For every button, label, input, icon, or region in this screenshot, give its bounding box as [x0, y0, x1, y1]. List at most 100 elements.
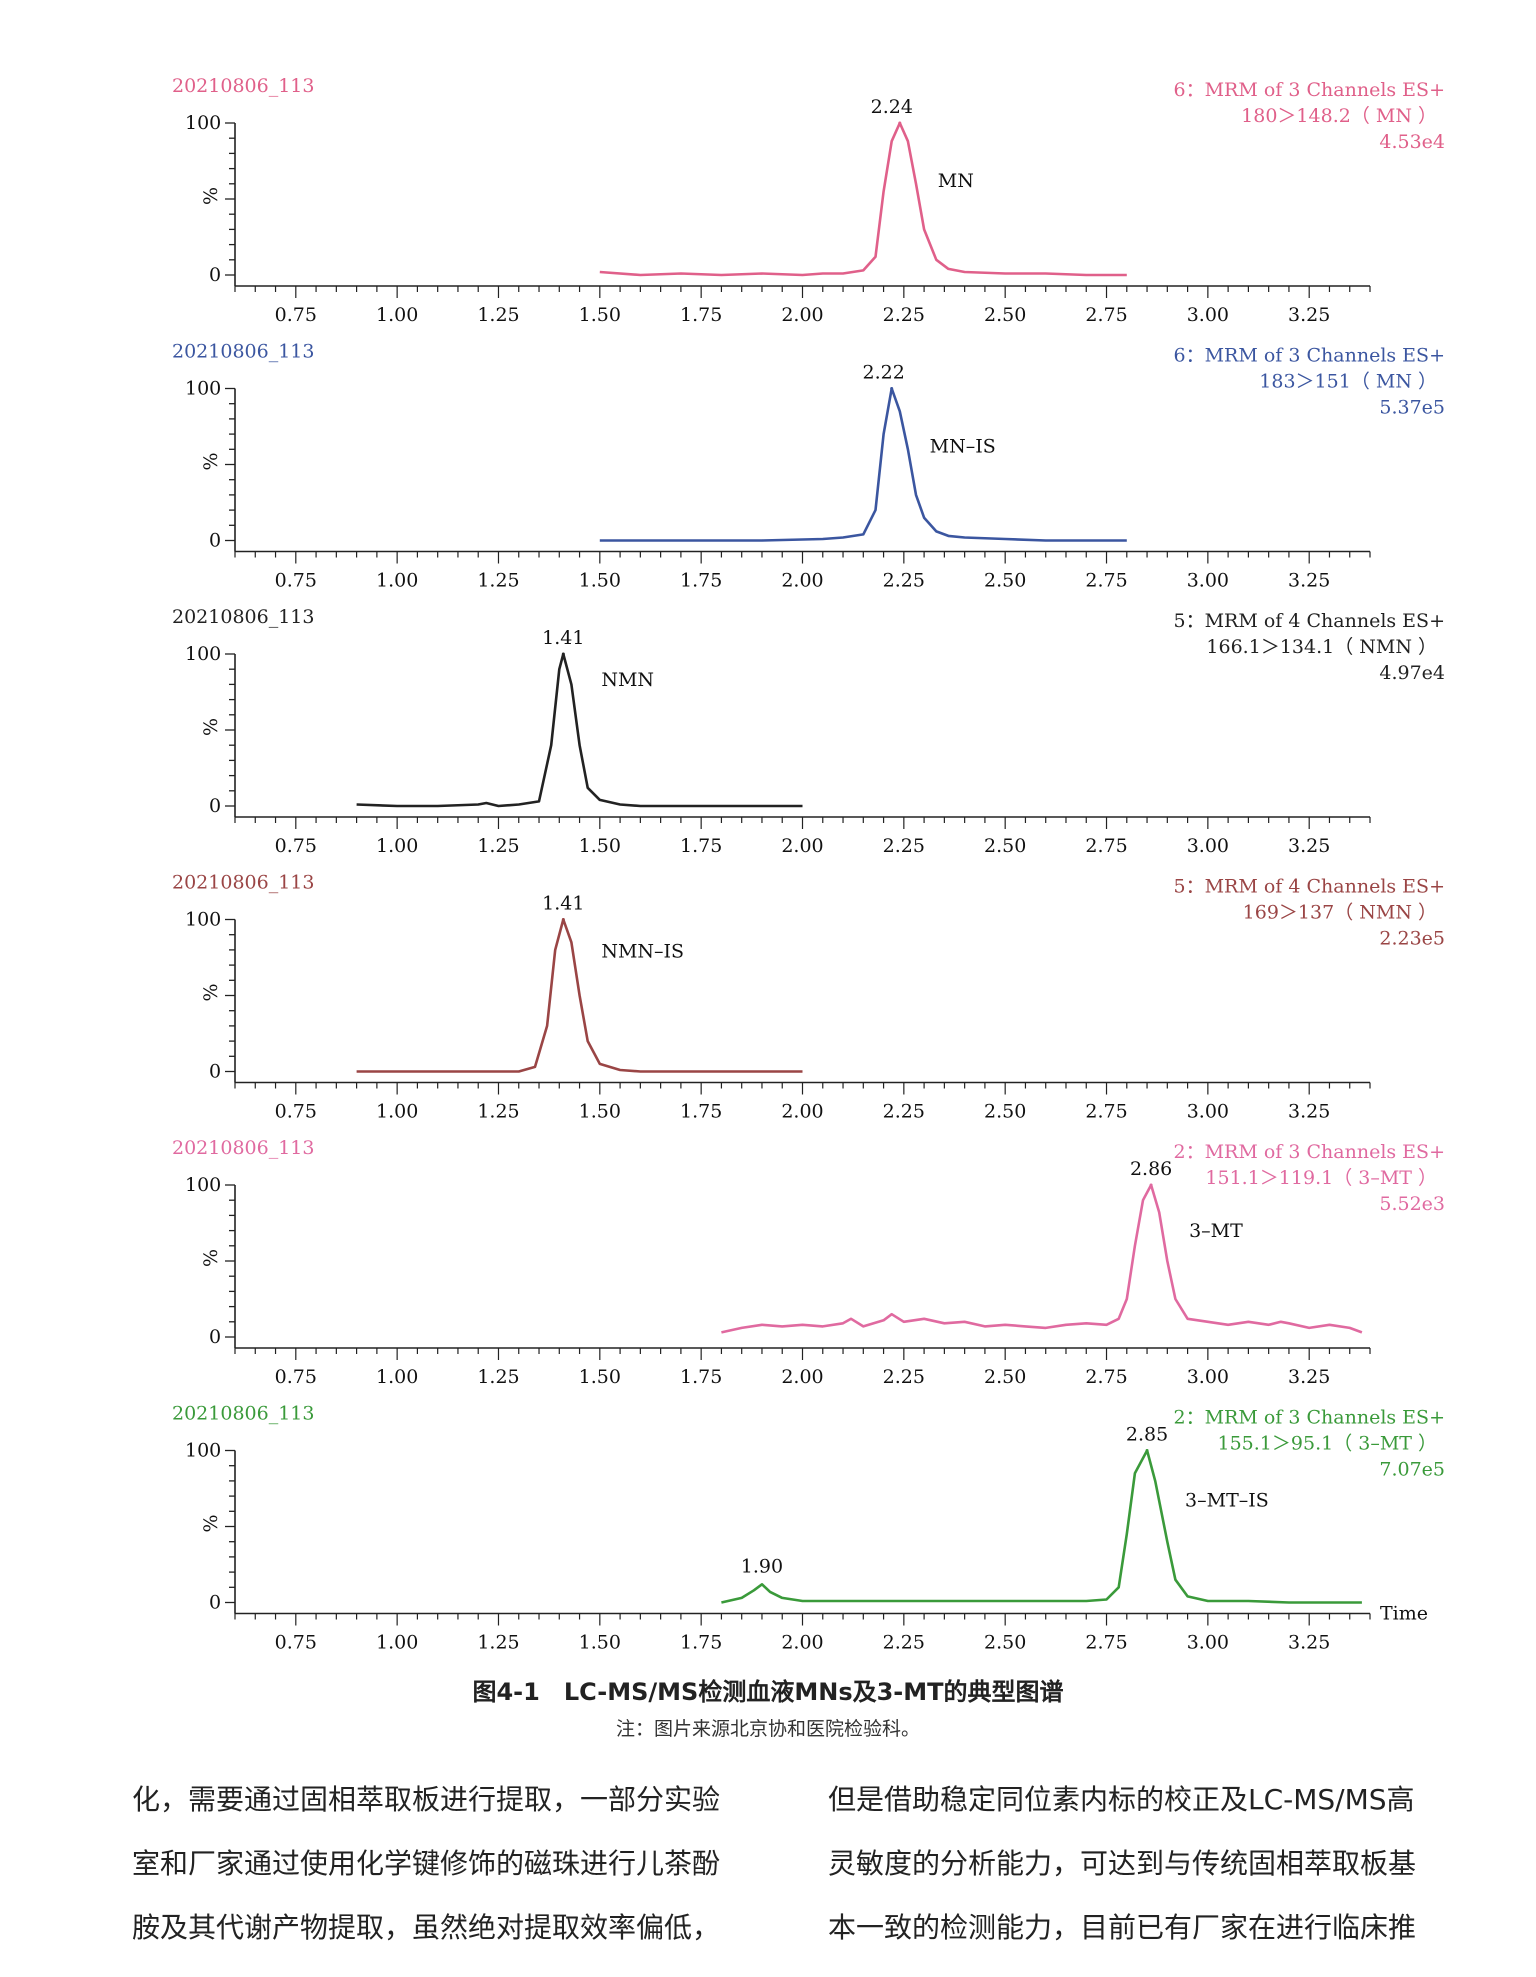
peak-point	[561, 652, 565, 656]
y-axis-label: %	[200, 187, 222, 205]
compound-label: 3–MT	[1189, 1220, 1243, 1242]
x-tick-label: 2.50	[984, 304, 1026, 326]
x-tick-label: 2.75	[1085, 835, 1127, 857]
chromatogram-trace	[721, 1449, 1362, 1604]
body-text-right-column: 但是借助稳定同位素内标的校正及LC-MS/MS高 灵敏度的分析能力，可达到与传统…	[828, 1768, 1508, 1960]
y-tick-label-100: 100	[185, 909, 221, 931]
chromatogram-panel: 100 0% 0.75 1.00 1.25 1.50 1.75 2.00 2.25 2.50 2.7…	[172, 606, 1445, 857]
transition-info: 180＞148.2（ MN ）	[1241, 105, 1437, 127]
transition-info: 155.1＞95.1（ 3–MT ）	[1218, 1433, 1438, 1455]
compound-label: NMN	[601, 669, 654, 691]
x-tick-label: 1.75	[680, 1101, 722, 1123]
channel-info: 5：MRM of 4 Channels ES+	[1174, 876, 1445, 898]
x-tick-label: 1.25	[477, 1366, 519, 1388]
x-tick-label: 1.50	[579, 570, 621, 592]
y-tick-label-100: 100	[185, 643, 221, 665]
x-tick-label: 1.00	[376, 1101, 418, 1123]
intensity-value: 2.23e5	[1379, 928, 1445, 950]
x-tick-label: 3.00	[1187, 835, 1229, 857]
peak-retention-label: 2.85	[1126, 1424, 1168, 1446]
x-tick-label: 3.00	[1187, 1101, 1229, 1123]
peak-retention-label: 2.24	[871, 96, 913, 118]
x-tick-label: 3.00	[1187, 1632, 1229, 1654]
peak-retention-label: 1.41	[542, 893, 584, 915]
compound-label: MN–IS	[930, 436, 996, 458]
x-tick-label: 0.75	[275, 835, 317, 857]
x-tick-label: 1.00	[376, 304, 418, 326]
y-tick-label-100: 100	[185, 112, 221, 134]
x-tick-label: 3.25	[1288, 1101, 1330, 1123]
x-tick-label: 1.50	[579, 1101, 621, 1123]
intensity-value: 4.53e4	[1379, 131, 1445, 153]
y-axis-label: %	[200, 718, 222, 736]
peak-point	[561, 918, 565, 921]
x-tick-label: 1.75	[680, 1366, 722, 1388]
x-tick-label: 1.25	[477, 570, 519, 592]
x-tick-label: 3.00	[1187, 304, 1229, 326]
body-line: 化，需要通过固相萃取板进行提取，一部分实验	[132, 1783, 721, 1816]
x-tick-label: 2.50	[984, 835, 1026, 857]
chromatogram-panel: 100 0% 0.75 1.00 1.25 1.50 1.75 2.00 2.25 2.50 2.7…	[172, 1137, 1445, 1388]
body-line: 灵敏度的分析能力，可达到与传统固相萃取板基	[828, 1847, 1417, 1880]
x-tick-label: 2.75	[1085, 304, 1127, 326]
sample-id: 20210806_113	[172, 75, 314, 97]
x-tick-label: 1.75	[680, 835, 722, 857]
channel-info: 2：MRM of 3 Channels ES+	[1174, 1407, 1445, 1429]
y-axis-label: %	[200, 452, 222, 470]
x-tick-label: 0.75	[275, 1366, 317, 1388]
body-line: 本一致的检测能力，目前已有厂家在进行临床推	[828, 1911, 1417, 1944]
chromatogram-trace	[356, 652, 803, 808]
x-tick-label: 2.00	[781, 304, 823, 326]
x-tick-label: 2.25	[883, 1366, 925, 1388]
compound-label: NMN–IS	[601, 941, 684, 963]
x-tick-label: 3.25	[1288, 1366, 1330, 1388]
x-tick-label: 2.75	[1085, 570, 1127, 592]
y-tick-label-0: 0	[209, 264, 221, 286]
transition-info: 169＞137（ NMN ）	[1243, 902, 1437, 924]
sample-id: 20210806_113	[172, 872, 314, 894]
chromatogram-panel: 100 0% 0.75 1.00 1.25 1.50 1.75 2.00 2.25 2.50 2.7…	[172, 75, 1445, 326]
x-tick-label: 0.75	[275, 1101, 317, 1123]
intensity-value: 7.07e5	[1379, 1459, 1445, 1481]
x-tick-label: 2.00	[781, 1366, 823, 1388]
x-tick-label: 1.00	[376, 1366, 418, 1388]
x-tick-label: 1.25	[477, 1101, 519, 1123]
x-tick-label: 1.75	[680, 570, 722, 592]
x-tick-label: 2.25	[883, 304, 925, 326]
x-tick-label: 0.75	[275, 304, 317, 326]
peak-point	[1149, 1183, 1153, 1187]
y-tick-label-0: 0	[209, 1061, 221, 1083]
channel-info: 5：MRM of 4 Channels ES+	[1174, 610, 1445, 632]
chromatogram-trace	[356, 918, 803, 1073]
y-tick-label-0: 0	[209, 1592, 221, 1614]
sample-id: 20210806_113	[172, 606, 314, 628]
x-tick-label: 1.50	[579, 835, 621, 857]
channel-info: 6：MRM of 3 Channels ES+	[1174, 345, 1445, 367]
chromatogram-trace	[599, 387, 1127, 542]
x-tick-label: 2.00	[781, 1101, 823, 1123]
peak-point	[898, 121, 902, 125]
minor-peak-label: 1.90	[741, 1555, 783, 1577]
peak-retention-label: 1.41	[542, 627, 584, 649]
x-tick-label: 1.00	[376, 835, 418, 857]
chromatogram-panel: 100 0% 0.75 1.00 1.25 1.50 1.75 2.00 2.25 2.50 2.7…	[172, 872, 1445, 1123]
intensity-value: 5.37e5	[1379, 397, 1445, 419]
body-text-left-column: 化，需要通过固相萃取板进行提取，一部分实验 室和厂家通过使用化学键修饰的磁珠进行…	[132, 1768, 792, 1960]
compound-label: 3–MT–IS	[1185, 1490, 1269, 1512]
y-tick-label-100: 100	[185, 1440, 221, 1462]
x-tick-label: 2.75	[1085, 1101, 1127, 1123]
body-line: 胺及其代谢产物提取，虽然绝对提取效率偏低，	[132, 1911, 721, 1944]
peak-point	[890, 387, 894, 390]
x-tick-label: 1.50	[579, 304, 621, 326]
compound-label: MN	[938, 170, 974, 192]
x-axis-label: Time	[1380, 1603, 1428, 1625]
chromatogram-trace	[599, 121, 1127, 277]
x-tick-label: 2.00	[781, 835, 823, 857]
y-axis-label: %	[200, 1249, 222, 1267]
transition-info: 166.1＞134.1（ NMN ）	[1206, 636, 1437, 658]
channel-info: 6：MRM of 3 Channels ES+	[1174, 79, 1445, 101]
peak-retention-label: 2.22	[863, 362, 905, 384]
intensity-value: 4.97e4	[1379, 662, 1445, 684]
transition-info: 183＞151（ MN ）	[1259, 371, 1437, 393]
x-tick-label: 2.00	[781, 1632, 823, 1654]
